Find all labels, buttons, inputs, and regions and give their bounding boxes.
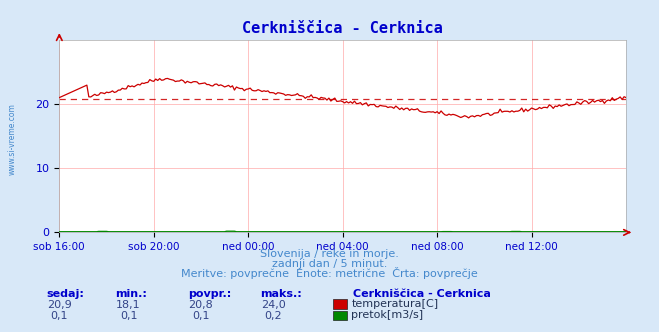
Text: 0,1: 0,1 (192, 311, 210, 321)
Text: 0,1: 0,1 (120, 311, 137, 321)
Text: 20,8: 20,8 (188, 300, 214, 310)
Text: sedaj:: sedaj: (46, 289, 84, 299)
Text: 0,2: 0,2 (265, 311, 282, 321)
Text: 24,0: 24,0 (261, 300, 286, 310)
Title: Cerkniščica - Cerknica: Cerkniščica - Cerknica (243, 21, 443, 36)
Text: www.si-vreme.com: www.si-vreme.com (8, 104, 17, 175)
Text: 18,1: 18,1 (116, 300, 141, 310)
Text: maks.:: maks.: (260, 289, 302, 299)
Text: Slovenija / reke in morje.: Slovenija / reke in morje. (260, 249, 399, 259)
Text: Cerkniščica - Cerknica: Cerkniščica - Cerknica (353, 289, 490, 299)
Text: min.:: min.: (115, 289, 147, 299)
Text: Meritve: povprečne  Enote: metrične  Črta: povprečje: Meritve: povprečne Enote: metrične Črta:… (181, 267, 478, 279)
Text: zadnji dan / 5 minut.: zadnji dan / 5 minut. (272, 259, 387, 269)
Text: temperatura[C]: temperatura[C] (351, 299, 438, 309)
Text: 0,1: 0,1 (51, 311, 68, 321)
Text: 20,9: 20,9 (47, 300, 72, 310)
Text: povpr.:: povpr.: (188, 289, 231, 299)
Text: pretok[m3/s]: pretok[m3/s] (351, 310, 423, 320)
